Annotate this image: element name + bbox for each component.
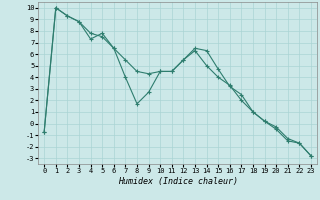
X-axis label: Humidex (Indice chaleur): Humidex (Indice chaleur): [118, 177, 238, 186]
